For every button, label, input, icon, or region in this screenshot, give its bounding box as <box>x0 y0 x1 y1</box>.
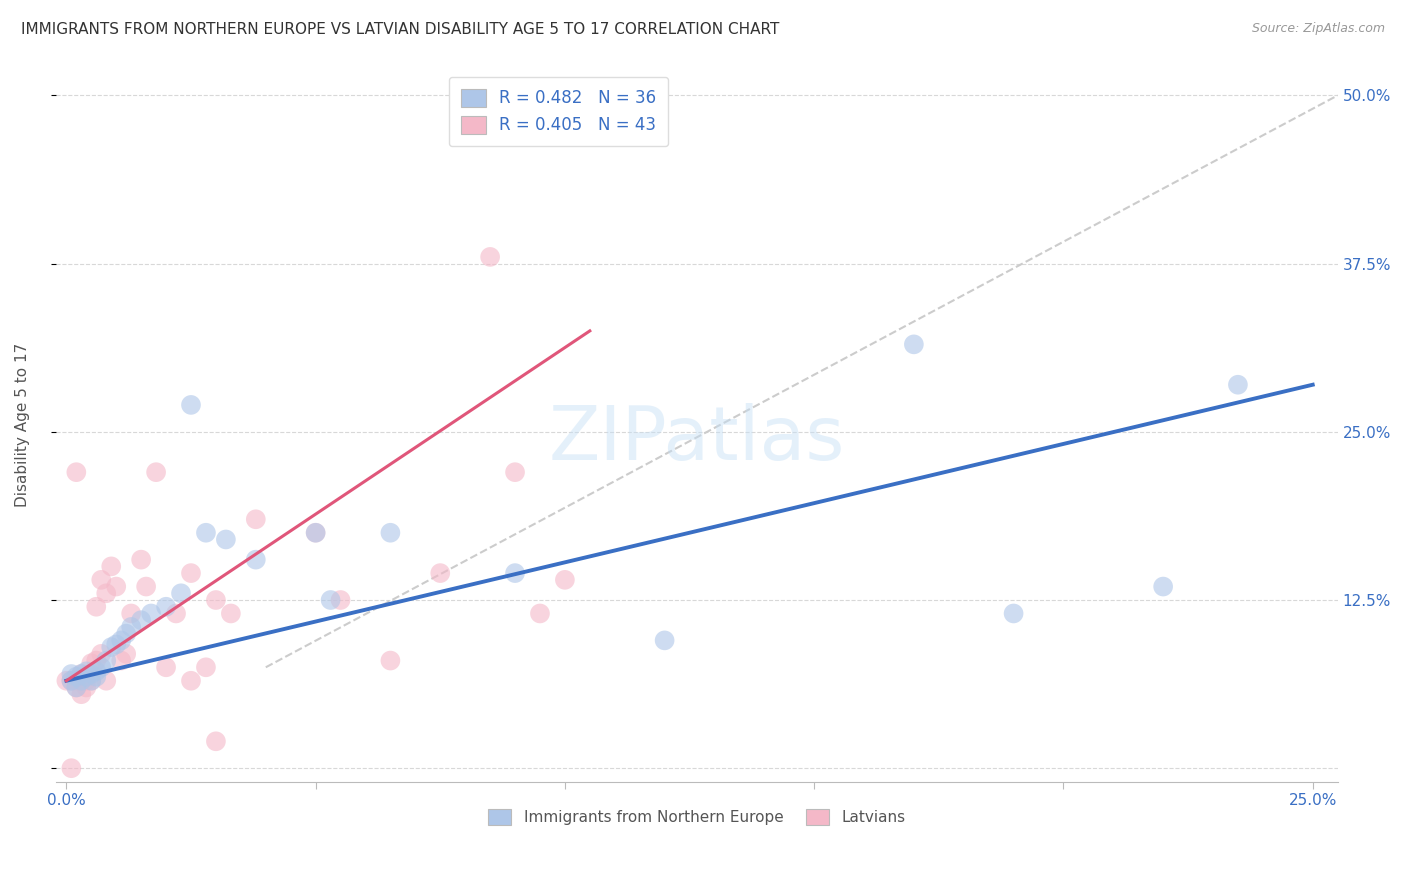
Point <box>55 673 77 688</box>
Point <box>90 647 112 661</box>
Point <box>135 580 157 594</box>
Point <box>129 613 152 627</box>
Point <box>70 667 93 681</box>
Point <box>219 607 242 621</box>
Point <box>165 607 187 621</box>
Point <box>1152 580 1174 594</box>
Legend: Immigrants from Northern Europe, Latvians: Immigrants from Northern Europe, Latvian… <box>479 799 915 835</box>
Point <box>90 573 112 587</box>
Point <box>100 559 122 574</box>
Point <box>380 654 402 668</box>
Point <box>70 687 93 701</box>
Point <box>84 670 107 684</box>
Point <box>105 637 128 651</box>
Point <box>90 660 112 674</box>
Point <box>304 525 326 540</box>
Point <box>654 633 676 648</box>
Point <box>304 525 326 540</box>
Point <box>554 573 576 587</box>
Point <box>110 654 132 668</box>
Point <box>205 734 228 748</box>
Point <box>1002 607 1025 621</box>
Point <box>65 670 87 684</box>
Point <box>180 398 202 412</box>
Point <box>139 607 162 621</box>
Point <box>155 660 177 674</box>
Text: ZIPatlas: ZIPatlas <box>548 403 845 475</box>
Point <box>96 586 118 600</box>
Point <box>529 607 551 621</box>
Text: Source: ZipAtlas.com: Source: ZipAtlas.com <box>1251 22 1385 36</box>
Point <box>145 465 167 479</box>
Point <box>80 657 103 671</box>
Point <box>180 566 202 580</box>
Point <box>120 607 142 621</box>
Point <box>120 620 142 634</box>
Point <box>80 673 103 688</box>
Point <box>105 580 128 594</box>
Point <box>60 673 83 688</box>
Point <box>75 665 97 679</box>
Point <box>84 654 107 668</box>
Point <box>110 633 132 648</box>
Point <box>903 337 925 351</box>
Point <box>70 667 93 681</box>
Point <box>65 673 87 688</box>
Point <box>129 552 152 566</box>
Point <box>65 681 87 695</box>
Point <box>75 673 97 688</box>
Point <box>380 525 402 540</box>
Point <box>205 593 228 607</box>
Point <box>479 250 502 264</box>
Point <box>100 640 122 654</box>
Point <box>245 552 267 566</box>
Point <box>80 673 103 688</box>
Point <box>80 667 103 681</box>
Point <box>75 681 97 695</box>
Point <box>60 667 83 681</box>
Point <box>503 566 526 580</box>
Point <box>115 647 138 661</box>
Point <box>503 465 526 479</box>
Point <box>329 593 352 607</box>
Text: IMMIGRANTS FROM NORTHERN EUROPE VS LATVIAN DISABILITY AGE 5 TO 17 CORRELATION CH: IMMIGRANTS FROM NORTHERN EUROPE VS LATVI… <box>21 22 779 37</box>
Point <box>96 673 118 688</box>
Point <box>245 512 267 526</box>
Point <box>65 465 87 479</box>
Point <box>60 761 83 775</box>
Y-axis label: Disability Age 5 to 17: Disability Age 5 to 17 <box>15 343 30 508</box>
Point <box>65 681 87 695</box>
Point <box>1226 377 1249 392</box>
Point <box>155 599 177 614</box>
Point <box>96 654 118 668</box>
Point <box>180 673 202 688</box>
Point <box>319 593 342 607</box>
Point <box>215 533 238 547</box>
Point <box>70 673 93 688</box>
Point <box>194 525 217 540</box>
Point <box>429 566 451 580</box>
Point <box>170 586 193 600</box>
Point <box>194 660 217 674</box>
Point <box>75 670 97 684</box>
Point <box>84 665 107 679</box>
Point <box>84 599 107 614</box>
Point <box>60 673 83 688</box>
Point <box>115 626 138 640</box>
